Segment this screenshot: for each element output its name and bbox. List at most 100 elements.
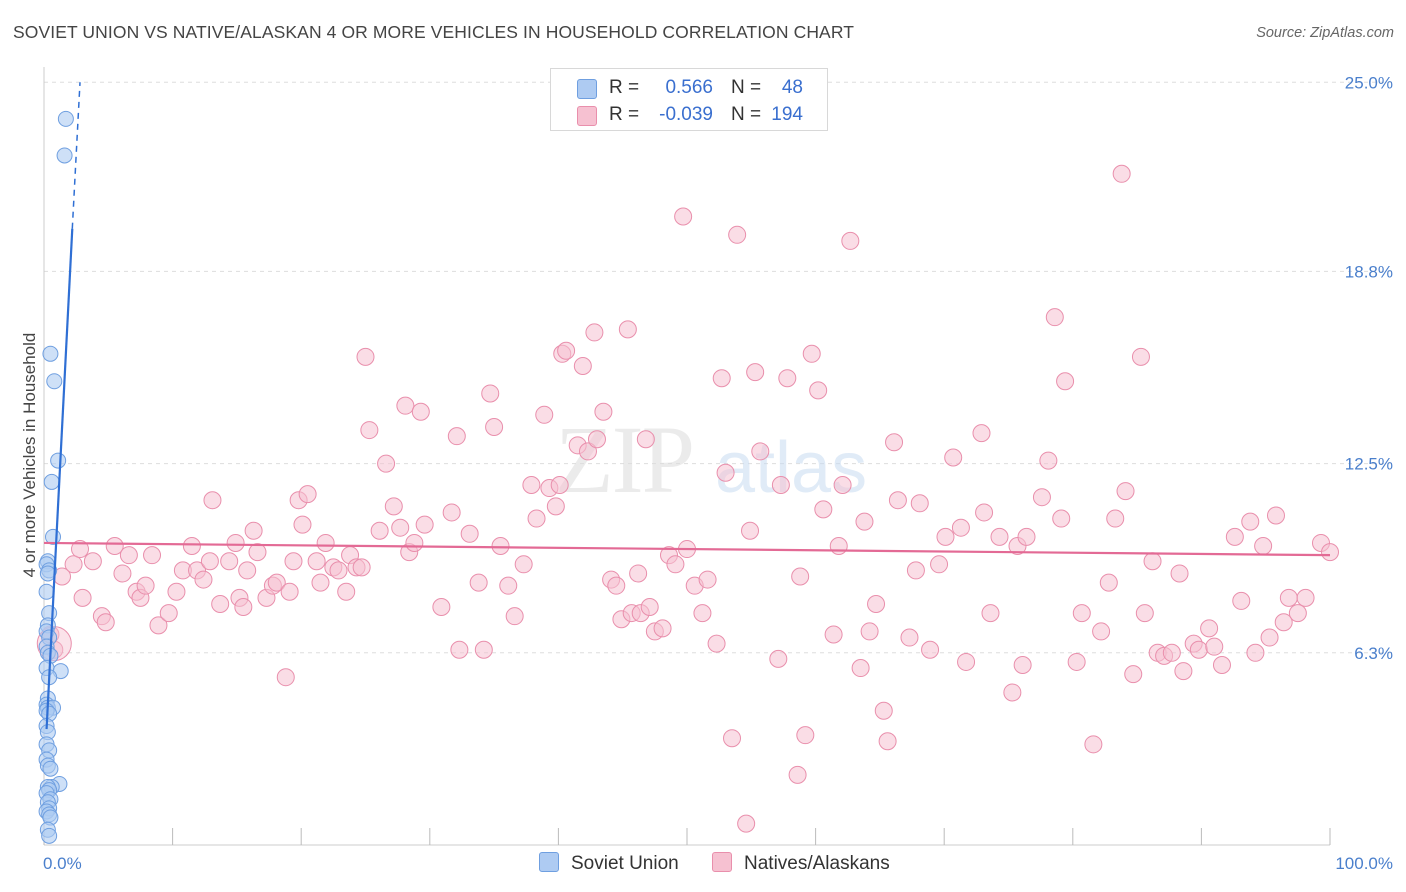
- natives-alaskans-point: [1131, 347, 1150, 366]
- natives-alaskans-point: [906, 561, 925, 580]
- natives-alaskans-point: [1225, 527, 1244, 546]
- natives-alaskans-point: [587, 430, 606, 449]
- natives-alaskans-point: [1092, 622, 1111, 641]
- natives-alaskans-point: [1212, 655, 1231, 674]
- legend-row-natives-alaskans: R = -0.039 N = 194: [551, 102, 827, 129]
- correlation-legend: R = 0.566 N = 48 R = -0.039 N = 194: [550, 68, 828, 131]
- natives-alaskans-point: [311, 573, 330, 592]
- natives-alaskans-point: [607, 576, 626, 595]
- bottom-legend-soviet-union: Soviet Union: [539, 852, 679, 875]
- natives-alaskans-point: [248, 543, 267, 562]
- x-tick-label: 100.0%: [1335, 854, 1393, 873]
- natives-alaskans-point: [119, 546, 138, 565]
- legend-r-value: 0.566: [665, 77, 713, 98]
- natives-alaskans-point: [1266, 506, 1285, 525]
- natives-alaskans-point: [1321, 543, 1339, 562]
- natives-alaskans-point: [698, 570, 717, 589]
- natives-alaskans-point: [1013, 655, 1032, 674]
- natives-alaskans-point: [73, 588, 92, 607]
- natives-alaskans-point: [1232, 591, 1251, 610]
- natives-alaskans-point: [1084, 735, 1103, 754]
- natives-alaskans-point: [1056, 372, 1075, 391]
- natives-alaskans-point: [972, 424, 991, 443]
- natives-alaskans-point: [136, 576, 155, 595]
- natives-alaskans-point: [370, 521, 389, 540]
- natives-alaskans-point: [356, 347, 375, 366]
- natives-alaskans-point: [1189, 640, 1208, 659]
- soviet-union-point: [42, 760, 59, 777]
- natives-alaskans-point: [546, 497, 565, 516]
- legend-n-value: 48: [781, 77, 803, 98]
- natives-alaskans-point: [1260, 628, 1279, 647]
- natives-alaskans-point: [771, 475, 790, 494]
- natives-alaskans-point: [527, 509, 546, 528]
- natives-alaskans-point: [636, 430, 655, 449]
- natives-alaskans-point: [833, 475, 852, 494]
- natives-alaskans-point: [707, 634, 726, 653]
- natives-alaskans-point: [900, 628, 919, 647]
- natives-alaskans-point: [450, 640, 469, 659]
- natives-alaskans-point: [1116, 482, 1135, 501]
- natives-alaskans-point: [1052, 509, 1071, 528]
- natives-alaskans-point: [618, 320, 637, 339]
- natives-alaskans-point: [737, 814, 756, 833]
- natives-alaskans-point: [1017, 527, 1036, 546]
- natives-alaskans-point: [728, 225, 747, 244]
- chart-title: SOVIET UNION VS NATIVE/ALASKAN 4 OR MORE…: [13, 22, 855, 42]
- trend-lines: [43, 82, 1331, 730]
- natives-alaskans-point: [411, 402, 430, 421]
- natives-alaskans-point: [105, 537, 124, 556]
- natives-alaskans-point: [113, 564, 132, 583]
- natives-alaskans-point: [1170, 564, 1189, 583]
- natives-alaskans-point: [888, 491, 907, 510]
- natives-alaskans-point: [352, 558, 371, 577]
- y-tick-label: 25.0%: [1345, 73, 1393, 92]
- natives-alaskans-point: [167, 582, 186, 601]
- natives-alaskans-point: [1112, 164, 1131, 183]
- natives-alaskans-point: [746, 363, 765, 382]
- natives-alaskans-point: [878, 732, 897, 751]
- legend-r-label: R =: [609, 77, 640, 98]
- natives-alaskans-point: [535, 405, 554, 424]
- natives-alaskans-point: [885, 433, 904, 452]
- bottom-legend-natives-alaskans: Natives/Alaskans: [712, 852, 890, 875]
- natives-alaskans-point: [693, 604, 712, 623]
- soviet-union-point: [50, 452, 67, 469]
- natives-alaskans-point: [1246, 643, 1265, 662]
- natives-alaskans-point: [851, 659, 870, 678]
- legend-n-label: N =: [731, 104, 762, 125]
- legend-r-label: R =: [609, 104, 640, 125]
- bottom-legend-swatch-natives-alaskans: [712, 852, 732, 872]
- soviet-union-point: [38, 583, 55, 600]
- natives-alaskans-point: [211, 594, 230, 613]
- natives-alaskans-point: [474, 640, 493, 659]
- natives-alaskans-point: [791, 567, 810, 586]
- natives-alaskans-point: [802, 344, 821, 363]
- natives-alaskans-point: [712, 369, 731, 388]
- natives-alaskans-point: [194, 570, 213, 589]
- natives-alaskans-point: [481, 384, 500, 403]
- natives-alaskans-point: [276, 668, 295, 687]
- natives-alaskans-point: [71, 540, 90, 559]
- natives-alaskans-point: [769, 649, 788, 668]
- natives-alaskans-point: [550, 475, 569, 494]
- natives-alaskans-point: [573, 356, 592, 375]
- natives-alaskans-point: [200, 552, 219, 571]
- natives-alaskans-point: [778, 369, 797, 388]
- natives-alaskans-point: [432, 598, 451, 617]
- y-tick-label: 6.3%: [1354, 644, 1393, 663]
- natives-alaskans-point: [796, 726, 815, 745]
- soviet-union-trendline-extension: [71, 82, 81, 229]
- natives-alaskans-point: [578, 442, 597, 461]
- natives-alaskans-point: [981, 604, 1000, 623]
- natives-alaskans-point: [280, 582, 299, 601]
- natives-alaskans-point: [182, 537, 201, 556]
- natives-alaskans-point: [855, 512, 874, 531]
- natives-alaskans-point: [930, 555, 949, 574]
- natives-alaskans-point: [1003, 683, 1022, 702]
- natives-alaskans-point: [1032, 488, 1051, 507]
- natives-alaskans-point: [391, 518, 410, 537]
- natives-alaskans-point: [1099, 573, 1118, 592]
- legend-swatch-natives-alaskans: [577, 106, 597, 126]
- natives-alaskans-point: [226, 533, 245, 552]
